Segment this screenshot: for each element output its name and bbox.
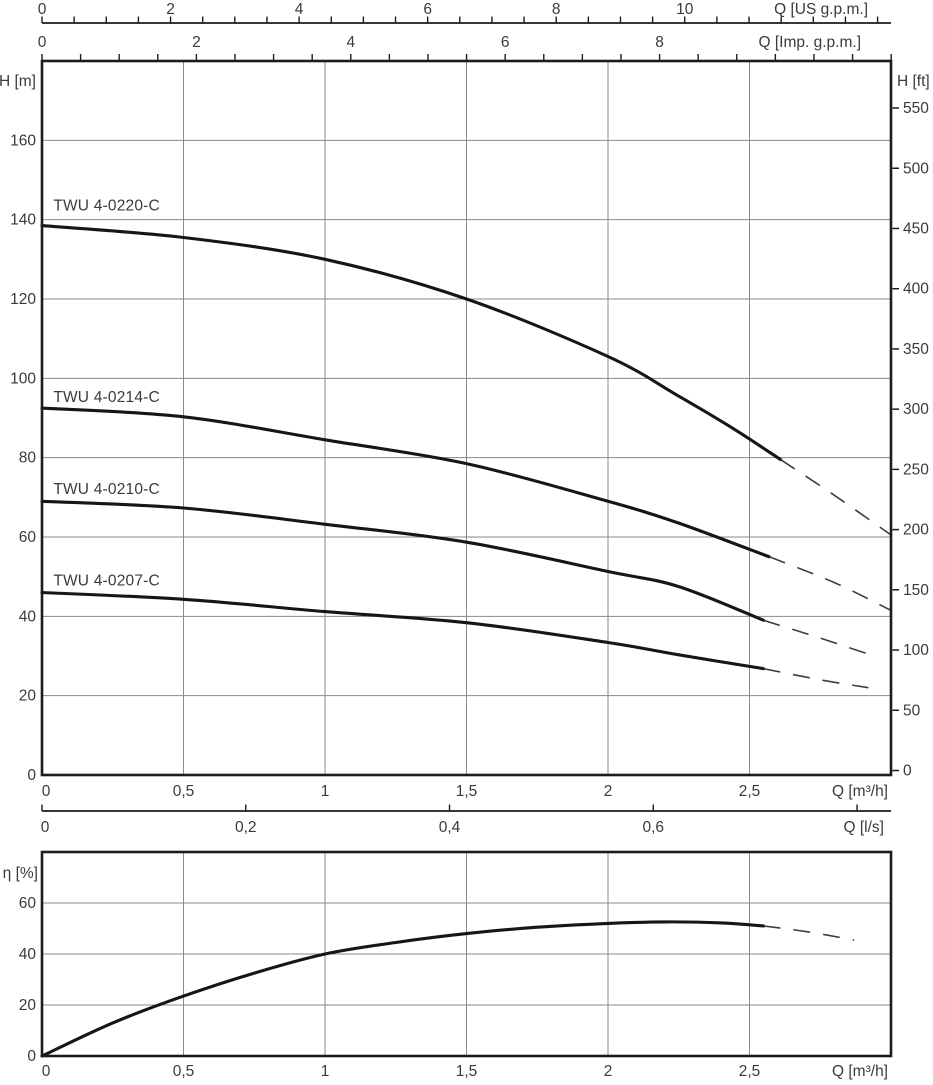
tick-label-h-ft: 200 xyxy=(903,522,929,539)
tick-label-q-m3h: 2 xyxy=(604,1063,613,1080)
curve-dashed-extension xyxy=(763,925,855,941)
curve-label: TWU 4-0210-C xyxy=(53,481,160,498)
curve-label: TWU 4-0207-C xyxy=(53,572,160,589)
tick-label-eta: 20 xyxy=(19,997,37,1014)
curve-label: TWU 4-0214-C xyxy=(53,389,160,406)
tick-label-h-ft: 400 xyxy=(903,281,929,298)
tick-label-q-m3h: 2,5 xyxy=(739,783,761,800)
ls-flow-axis: 0 0,2 0,4 0,6 Q [l/s] xyxy=(41,804,891,836)
efficiency-chart: η [%] 0 20 40 60 0 0,5 1 1,5 2 2,5 Q [m³/h] xyxy=(3,850,893,1080)
series-twu-4-0210-c xyxy=(40,499,869,655)
curve-solid xyxy=(40,920,766,1058)
tick-label-h-ft: 300 xyxy=(903,401,929,418)
curve-dashed-extension xyxy=(763,619,869,655)
top-flow-axes: 0 2 4 6 8 10 Q [US g.p.m.] 0 2 4 6 8 Q [Imp. g.p.m.] xyxy=(38,1,892,61)
axis-title-q-m3h: Q [m³/h] xyxy=(832,1063,888,1080)
tick-label-q-m3h: 1 xyxy=(321,783,330,800)
tick-label-eta: 0 xyxy=(27,1048,36,1065)
tick-label-q-m3h: 0 xyxy=(42,1063,51,1080)
tick-label-us-gpm: 6 xyxy=(423,1,432,18)
curve-dashed-extension xyxy=(763,667,869,689)
tick-label-q-m3h: 1,5 xyxy=(456,1063,478,1080)
tick-label-h-ft: 100 xyxy=(903,642,929,659)
tick-label-imp-gpm: 2 xyxy=(192,34,201,51)
series-twu-4-0214-c xyxy=(40,406,892,612)
tick-label-us-gpm: 10 xyxy=(676,1,694,18)
tick-label-h-m: 80 xyxy=(19,450,37,467)
axis-title-h-ft: H [ft] xyxy=(897,73,930,90)
tick-label-eta: 60 xyxy=(19,895,37,912)
tick-label-h-m: 120 xyxy=(10,291,36,308)
curve-solid xyxy=(40,499,766,622)
tick-label-imp-gpm: 0 xyxy=(38,34,47,51)
tick-label-q-m3h: 1,5 xyxy=(456,783,478,800)
tick-label-h-m: 40 xyxy=(19,608,37,625)
axis-title-q-m3h: Q [m³/h] xyxy=(832,783,888,800)
axis-title-us-gpm: Q [US g.p.m.] xyxy=(774,1,868,18)
tick-label-q-m3h: 0 xyxy=(42,783,51,800)
tick-label-eta: 40 xyxy=(19,946,37,963)
tick-label-h-ft: 250 xyxy=(903,461,929,478)
curve-solid xyxy=(40,224,783,462)
axis-title-imp-gpm: Q [Imp. g.p.m.] xyxy=(759,34,862,51)
axis-title-h-m: H [m] xyxy=(0,73,36,90)
curve-label: TWU 4-0220-C xyxy=(53,198,160,215)
tick-label-h-m: 100 xyxy=(10,370,36,387)
tick-label-h-ft: 0 xyxy=(903,763,912,780)
tick-label-q-m3h: 2,5 xyxy=(739,1063,761,1080)
curve-dashed-extension xyxy=(769,556,892,612)
axis-title-eta: η [%] xyxy=(3,865,38,882)
tick-label-ls: 0 xyxy=(41,819,50,836)
tick-label-h-m: 140 xyxy=(10,212,36,229)
tick-label-imp-gpm: 6 xyxy=(501,34,510,51)
axis-title-ls: Q [l/s] xyxy=(844,819,884,836)
curve-solid xyxy=(40,590,766,671)
tick-label-h-ft: 500 xyxy=(903,160,929,177)
tick-label-us-gpm: 2 xyxy=(166,1,175,18)
tick-label-h-ft: 50 xyxy=(903,702,921,719)
series-twu-4-0220-c xyxy=(40,224,892,536)
tick-label-q-m3h: 0,5 xyxy=(173,783,195,800)
tick-label-h-m: 20 xyxy=(19,688,37,705)
tick-label-h-ft: 150 xyxy=(903,582,929,599)
tick-label-q-m3h: 0,5 xyxy=(173,1063,195,1080)
tick-label-h-m: 0 xyxy=(27,767,36,784)
tick-label-h-ft: 550 xyxy=(903,100,929,117)
chart-frame xyxy=(40,59,893,777)
tick-label-h-ft: 450 xyxy=(903,220,929,237)
tick-label-h-ft: 350 xyxy=(903,341,929,358)
tick-label-ls: 0,6 xyxy=(642,819,664,836)
tick-label-h-m: 60 xyxy=(19,529,37,546)
tick-label-imp-gpm: 8 xyxy=(655,34,664,51)
tick-label-h-m: 160 xyxy=(10,132,36,149)
series-twu-4-0207-c xyxy=(40,590,869,689)
curve-dashed-extension xyxy=(780,458,892,536)
curve-solid xyxy=(40,406,771,559)
series-efficiency xyxy=(40,920,855,1058)
tick-label-ls: 0,4 xyxy=(439,819,461,836)
tick-label-ls: 0,2 xyxy=(235,819,257,836)
tick-label-us-gpm: 8 xyxy=(552,1,561,18)
tick-label-q-m3h: 1 xyxy=(321,1063,330,1080)
tick-label-imp-gpm: 4 xyxy=(346,34,355,51)
chart-frame xyxy=(40,850,893,1058)
tick-label-us-gpm: 0 xyxy=(38,1,47,18)
tick-label-q-m3h: 2 xyxy=(604,783,613,800)
tick-label-us-gpm: 4 xyxy=(295,1,304,18)
